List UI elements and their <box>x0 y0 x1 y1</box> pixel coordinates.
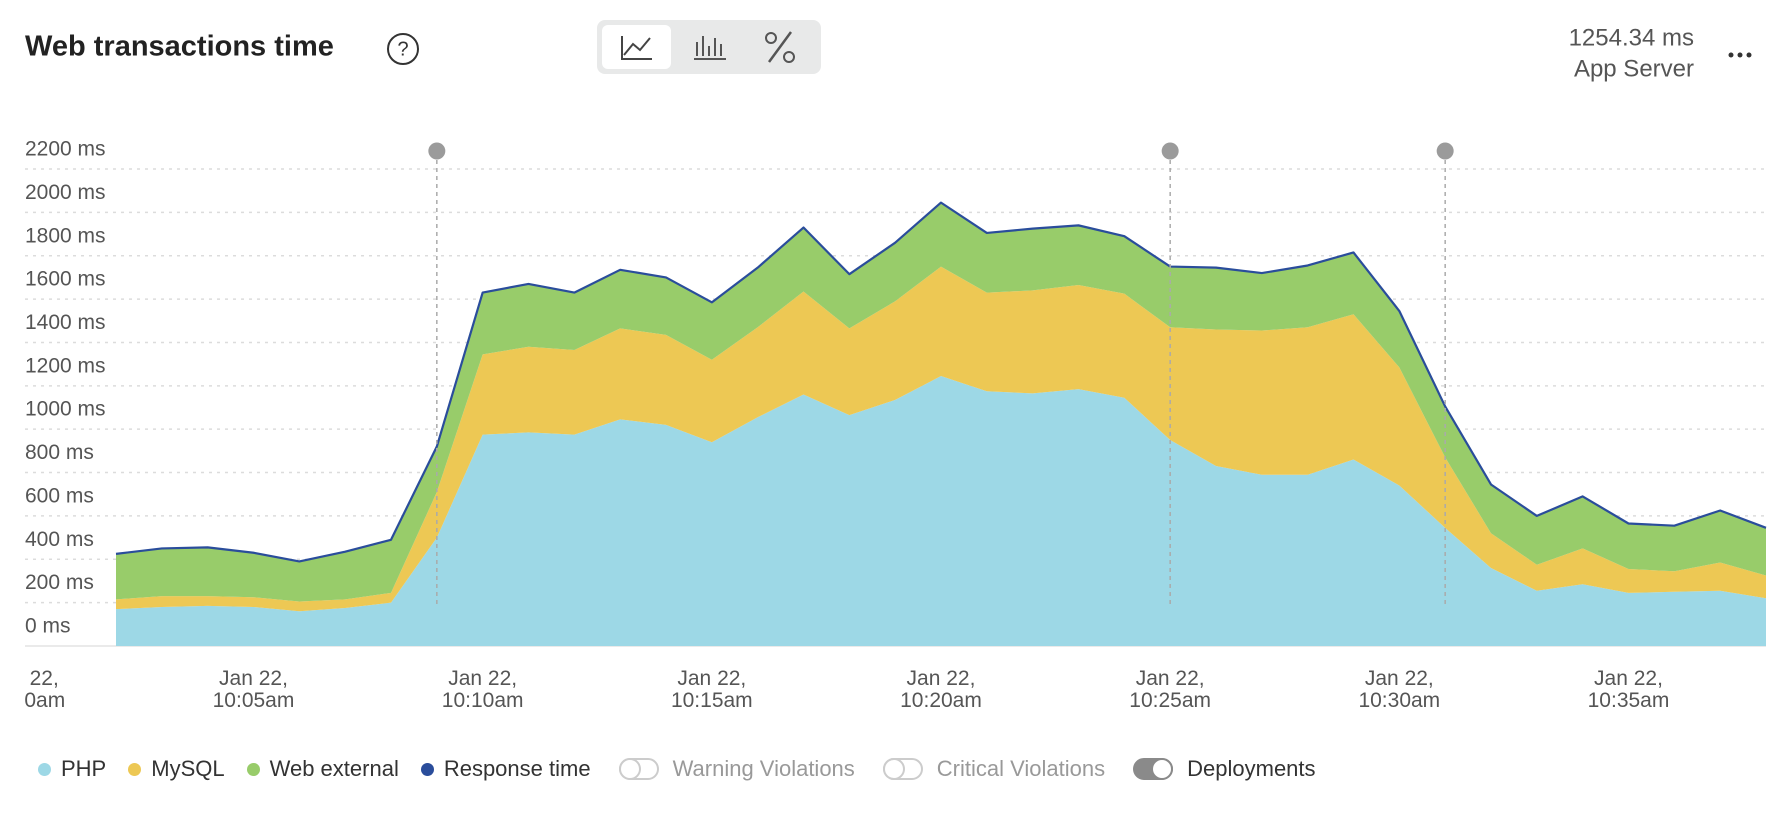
toggle-switch[interactable] <box>618 758 659 780</box>
area-icon <box>621 36 652 60</box>
legend-item: PHP <box>38 756 106 782</box>
y-tick-label: 1600 ms <box>25 268 106 291</box>
chart-title: Web transactions time <box>25 31 334 63</box>
legend-label: MySQL <box>151 756 225 781</box>
x-tick-label: Jan 22, 10:20am <box>900 667 982 712</box>
deployment-marker <box>428 142 446 160</box>
x-tick-label: Jan 22, 10:10am <box>441 667 524 712</box>
toggle-switch[interactable] <box>882 758 923 780</box>
bar-icon <box>694 36 726 60</box>
legend-toggle: Deployments <box>1133 756 1316 782</box>
y-tick-label: 2000 ms <box>25 181 106 204</box>
toggle-switch[interactable] <box>1133 758 1174 780</box>
legend-item: Web external <box>246 756 399 782</box>
x-tick-label: Jan 22, 10:05am <box>212 667 295 712</box>
legend-swatch <box>246 762 260 776</box>
y-tick-label: 2200 ms <box>25 138 106 161</box>
area <box>116 266 1766 612</box>
summary-value: 1254.34 ms <box>1569 24 1694 51</box>
x-tick-label: Jan 22, 10:00am <box>25 667 66 712</box>
area <box>116 376 1766 646</box>
legend-item: MySQL <box>128 756 225 782</box>
x-tick-label: Jan 22, 10:30am <box>1358 667 1441 712</box>
legend-toggle: Warning Violations <box>618 756 855 782</box>
legend-swatch <box>38 762 51 776</box>
legend-label: PHP <box>61 756 107 781</box>
y-tick-label: 1400 ms <box>25 311 106 334</box>
y-tick-label: 1200 ms <box>25 354 106 377</box>
toggle-label: Deployments <box>1187 756 1316 781</box>
help-icon[interactable] <box>387 33 419 65</box>
toggle-knob <box>618 758 641 780</box>
toggle-knob <box>1151 758 1174 780</box>
y-tick-label: 400 ms <box>25 528 94 551</box>
percent-icon <box>767 31 793 63</box>
x-tick-label: Jan 22, 10:25am <box>1129 667 1212 712</box>
y-tick-label: 0 ms <box>25 615 71 638</box>
toggle-knob <box>882 758 905 780</box>
x-tick-label: Jan 22, 10:15am <box>670 667 753 712</box>
legend: PHP MySQL Web external Response time Warning… <box>38 756 1338 782</box>
summary-label: App Server <box>1574 55 1694 82</box>
legend-item: Response time <box>420 756 591 782</box>
legend-swatch <box>420 762 434 776</box>
percent-icon <box>765 32 777 44</box>
y-tick-label: 200 ms <box>25 571 94 594</box>
legend-swatch <box>128 762 142 776</box>
deployment-marker <box>1436 142 1454 160</box>
line <box>115 201 1767 563</box>
legend-label: Web external <box>269 756 399 781</box>
percent-icon <box>783 51 795 63</box>
y-tick-label: 1800 ms <box>25 224 106 247</box>
x-axis-labels: Jan 22, 10:00am Jan 22, 10:05am Jan 22, 10… <box>25 664 1770 724</box>
help-icon-glyph: ? <box>397 38 408 60</box>
toggle-label: Critical Violations <box>936 756 1106 781</box>
more-menu[interactable] <box>1728 52 1752 58</box>
x-tick-label: Jan 22, 10:35am <box>1587 667 1670 712</box>
legend-toggle: Critical Violations <box>882 756 1106 782</box>
y-tick-label: 600 ms <box>25 484 94 507</box>
deployment-marker <box>1161 142 1179 160</box>
toggle-label: Warning Violations <box>672 756 855 781</box>
y-tick-label: 1000 ms <box>25 398 106 421</box>
y-tick-label: 800 ms <box>25 441 94 464</box>
area <box>116 202 1766 602</box>
legend-label: Response time <box>443 756 591 781</box>
